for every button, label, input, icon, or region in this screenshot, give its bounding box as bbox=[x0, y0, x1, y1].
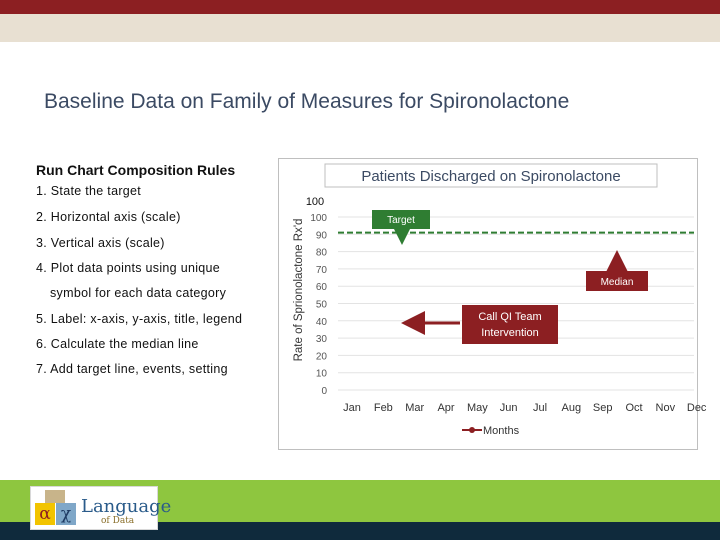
x-tick-label: May bbox=[467, 402, 488, 414]
qi-callout-box bbox=[462, 305, 558, 344]
x-tick-label: Oct bbox=[625, 402, 642, 414]
language-of-data-logo: α χ Language of Data bbox=[30, 486, 171, 530]
y-tick-label: 80 bbox=[316, 248, 328, 259]
rule-2: 2. Horizontal axis (scale) bbox=[36, 210, 181, 224]
y-tick-label: 20 bbox=[316, 351, 328, 362]
logo-name: Language bbox=[81, 496, 172, 517]
y-tick-label: 40 bbox=[316, 317, 328, 328]
rule-3: 3. Vertical axis (scale) bbox=[36, 236, 165, 250]
rule-4: 4. Plot data points using unique bbox=[36, 261, 221, 275]
logo-subtitle: of Data bbox=[101, 516, 135, 526]
top-band-secondary bbox=[0, 14, 720, 42]
rule-4-continued: symbol for each data category bbox=[50, 286, 227, 300]
y-tick-label: 60 bbox=[316, 282, 328, 293]
x-tick-label: Jun bbox=[500, 402, 518, 414]
y-tick-label: 50 bbox=[316, 300, 328, 311]
target-callout-box bbox=[372, 210, 430, 229]
x-tick-label: Aug bbox=[562, 402, 582, 414]
logo-alpha-icon: α bbox=[35, 503, 55, 525]
y-axis-label: Rate of Sprionolactone Rx'd bbox=[293, 219, 305, 362]
y-extra-label: 100 bbox=[306, 196, 324, 208]
x-tick-label: Mar bbox=[405, 402, 424, 414]
x-tick-label: Dec bbox=[687, 402, 707, 414]
chart-title-box bbox=[324, 163, 658, 188]
y-tick-label: 0 bbox=[321, 386, 327, 397]
y-tick-label: 10 bbox=[316, 369, 328, 380]
rule-6: 6. Calculate the median line bbox=[36, 337, 199, 351]
qi-callout-line-1: Call QI Team bbox=[478, 311, 541, 323]
chart-title: Patients Discharged on Spironolactone bbox=[361, 168, 620, 185]
x-tick-label: Sep bbox=[593, 402, 613, 414]
x-tick-label: Jul bbox=[533, 402, 547, 414]
rule-7: 7. Add target line, events, setting bbox=[36, 362, 228, 376]
median-callout-label: Median bbox=[601, 277, 634, 288]
rule-5: 5. Label: x-axis, y-axis, title, legend bbox=[36, 312, 243, 326]
legend-label: Months bbox=[483, 425, 520, 437]
logo-chi-icon: χ bbox=[56, 503, 76, 525]
y-tick-label: 100 bbox=[310, 213, 327, 224]
y-tick-label: 30 bbox=[316, 334, 328, 345]
x-tick-label: Jan bbox=[343, 402, 361, 414]
footer-strip bbox=[0, 522, 720, 540]
rules-title: Run Chart Composition Rules bbox=[36, 162, 236, 178]
y-tick-label: 90 bbox=[316, 230, 328, 241]
x-tick-label: Nov bbox=[656, 402, 676, 414]
qi-callout-line-2: Intervention bbox=[481, 327, 538, 339]
slide-title: Baseline Data on Family of Measures for … bbox=[44, 90, 570, 113]
logo-block-icon bbox=[45, 490, 65, 503]
x-tick-label: Feb bbox=[374, 402, 393, 414]
y-tick-label: 70 bbox=[316, 265, 328, 276]
x-tick-label: Apr bbox=[437, 402, 454, 414]
legend-marker bbox=[469, 427, 475, 433]
top-band bbox=[0, 0, 720, 14]
target-callout-label: Target bbox=[387, 215, 415, 226]
median-callout-box bbox=[586, 271, 648, 291]
rule-1: 1. State the target bbox=[36, 184, 142, 198]
